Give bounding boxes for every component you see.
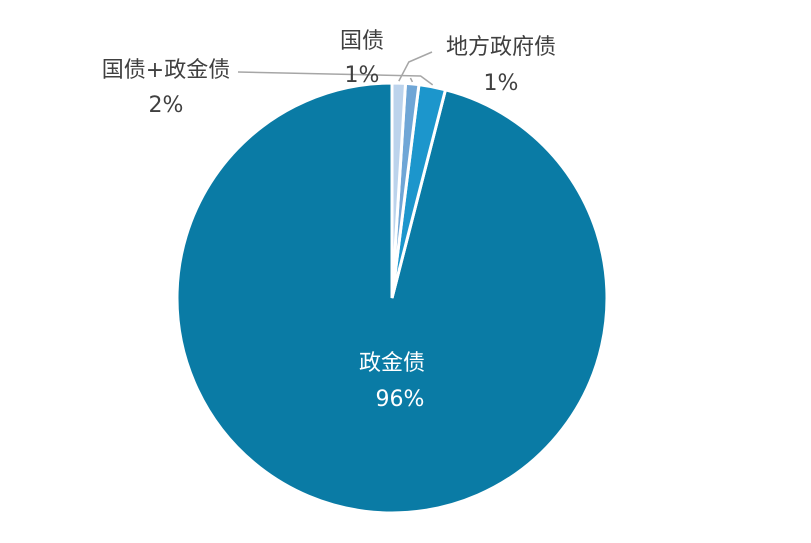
slice-label-name: 地方政府债 [446, 35, 556, 60]
slice-label-value: 1% [345, 63, 380, 88]
slice-label-name: 国债+政金债 [102, 58, 230, 83]
labels-layer: 政金债 96% 国债+政金债 2% 国债 1% 地方政府债 1% [102, 29, 556, 412]
slice-label-name: 政金债 [359, 351, 425, 376]
leader-line [409, 77, 414, 83]
slice-label-name: 国债 [340, 29, 384, 54]
slice-label-value: 1% [484, 71, 519, 96]
leader-line [398, 51, 433, 82]
leader-line [237, 71, 434, 86]
pie-slice [390, 81, 408, 299]
leader-lines [237, 51, 434, 86]
slices-layer [175, 81, 609, 515]
slice-label-value: 2% [149, 93, 184, 118]
slice-label-value: 96% [376, 387, 425, 412]
